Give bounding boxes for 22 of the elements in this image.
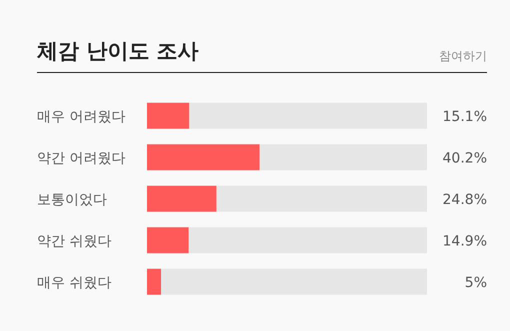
bar [147, 186, 216, 212]
chart-title: 체감 난이도 조사 [36, 39, 199, 63]
bar [216, 186, 427, 212]
bar [188, 227, 427, 254]
bar [147, 144, 260, 170]
data-label: 40.2% [442, 150, 487, 166]
bar [147, 227, 189, 254]
bar [260, 144, 427, 170]
bar [189, 102, 427, 129]
y-tick-label: 매우 어려웠다 [37, 108, 126, 125]
y-tick-label: 약간 쉬웠다 [37, 233, 112, 250]
data-label: 15.1% [442, 108, 487, 125]
data-label: 24.8% [442, 192, 487, 208]
bar [147, 268, 161, 295]
y-tick-label: 약간 어려웠다 [37, 150, 126, 166]
data-label: 14.9% [442, 233, 487, 250]
text: 참여하기 [439, 49, 487, 63]
bar [147, 102, 190, 129]
y-tick-label: 매우 쉬웠다 [37, 274, 112, 291]
y-tick-label: 보통이었다 [37, 192, 107, 208]
data-label: 5% [464, 274, 487, 291]
bar [161, 268, 427, 295]
